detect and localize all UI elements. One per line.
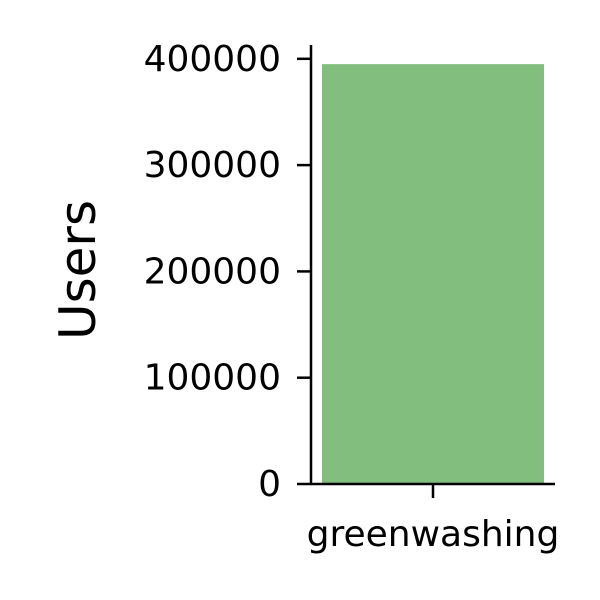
y-tick-label: 200000 [144, 251, 281, 292]
x-ticks-group: greenwashing [307, 484, 560, 555]
x-tick-label: greenwashing [307, 514, 560, 555]
y-tick-label: 100000 [144, 358, 281, 399]
y-axis-title: Users [49, 200, 107, 340]
y-tick-label: 0 [258, 464, 281, 505]
bars-group [322, 64, 544, 484]
y-tick-label: 300000 [144, 145, 281, 186]
y-ticks-group: 0 100000 200000 300000 400000 [144, 39, 311, 505]
bar-greenwashing [322, 64, 544, 484]
y-tick-label: 400000 [144, 39, 281, 80]
